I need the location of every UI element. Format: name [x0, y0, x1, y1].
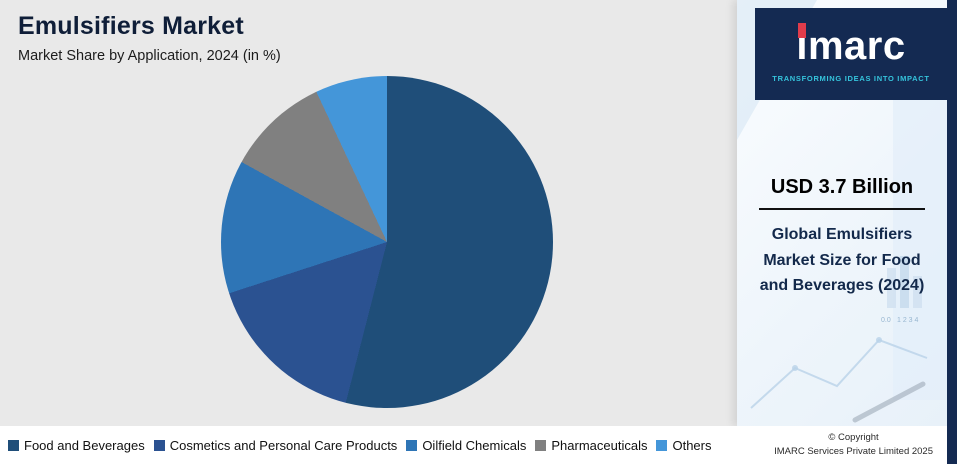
copyright-line2: IMARC Services Private Limited 2025 — [774, 446, 933, 457]
legend-label: Oilfield Chemicals — [422, 437, 527, 453]
legend-item: Oilfield Chemicals — [406, 438, 526, 453]
market-size-label: Global Emulsifiers Market Size for Food … — [759, 226, 925, 295]
legend: Food and Beverages Cosmetics and Personal… — [8, 438, 711, 453]
imarc-logo-text: imarc — [796, 23, 906, 68]
copyright-line1: © Copyright — [828, 432, 879, 444]
legend-swatch — [153, 439, 165, 451]
sidebar: 0.0 1 2 3 4 imarc TRANSFORMING IDEAS INT… — [737, 0, 947, 426]
legend-swatch — [406, 439, 418, 451]
pie-chart — [221, 76, 553, 408]
imarc-logo: imarc TRANSFORMING IDEAS INTO IMPACT — [755, 8, 947, 100]
chart-subtitle: Market Share by Application, 2024 (in %) — [18, 48, 281, 64]
page-title: Emulsifiers Market — [18, 12, 244, 40]
decor-axis-tick-zero: 0.0 — [881, 317, 891, 324]
stat-divider — [759, 208, 925, 210]
chart-area: Emulsifiers Market Market Share by Appli… — [18, 12, 553, 408]
imarc-logo-wordmark: imarc — [796, 22, 906, 68]
pen-illustration — [852, 381, 926, 423]
decor-axis-ticks: 1 2 3 4 — [897, 317, 919, 324]
legend-swatch — [535, 439, 547, 451]
legend-item: Pharmaceuticals — [535, 438, 647, 453]
right-accent-strip — [947, 0, 957, 464]
legend-label: Others — [672, 437, 712, 453]
bottom-bar: Food and Beverages Cosmetics and Personal… — [0, 426, 947, 464]
copyright: © Copyright IMARC Services Private Limit… — [774, 431, 933, 459]
market-size-value: USD 3.7 Billion — [770, 176, 914, 198]
legend-label: Cosmetics and Personal Care Products — [169, 437, 398, 453]
legend-label: Food and Beverages — [24, 437, 145, 453]
legend-swatch — [656, 439, 668, 451]
legend-item: Cosmetics and Personal Care Products — [153, 437, 398, 453]
legend-swatch — [8, 439, 19, 451]
imarc-logo-red-accent — [798, 22, 807, 38]
legend-label: Pharmaceuticals — [551, 437, 648, 453]
legend-item: Others — [656, 438, 711, 453]
legend-item: Food and Beverages — [8, 438, 145, 453]
imarc-logo-tagline: TRANSFORMING IDEAS INTO IMPACT — [772, 73, 930, 83]
